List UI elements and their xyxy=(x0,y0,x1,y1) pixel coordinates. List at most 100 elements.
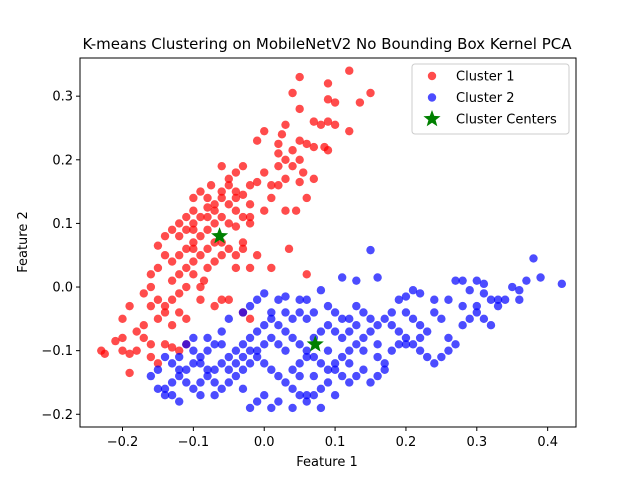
cluster-1-point xyxy=(182,212,191,222)
cluster-1-point xyxy=(196,212,205,222)
cluster-2-point xyxy=(423,352,432,362)
cluster-2-point xyxy=(167,390,177,400)
cluster-2-point xyxy=(373,273,382,282)
cluster-1-point xyxy=(196,187,205,196)
cluster-1-point xyxy=(189,219,198,228)
cluster-1-point xyxy=(302,193,311,203)
y-axis-ticks: −0.2 −0.1 0.0 0.1 0.2 0.3 xyxy=(41,90,80,423)
y-tick-label: 0.3 xyxy=(52,90,73,105)
cluster-1-point xyxy=(323,117,333,126)
cluster-2-point xyxy=(423,327,432,336)
cluster-1-point xyxy=(189,238,198,247)
cluster-1-point xyxy=(260,206,269,215)
cluster-2-point xyxy=(316,286,326,295)
cluster-2-point xyxy=(366,378,375,387)
cluster-1-point xyxy=(245,219,255,228)
cluster-1-point xyxy=(167,276,177,285)
cluster-2-point xyxy=(252,352,262,362)
y-tick-label: 0.0 xyxy=(52,281,73,296)
cluster-1-point xyxy=(309,117,319,126)
cluster-1-point xyxy=(299,168,308,177)
cluster-2-point xyxy=(281,308,290,317)
cluster-2-point xyxy=(415,289,425,298)
cluster-2-point xyxy=(210,340,219,349)
cluster-2-point xyxy=(309,352,319,362)
x-axis-ticks: −0.2 −0.1 0.0 0.1 0.2 0.3 0.4 xyxy=(107,427,558,450)
cluster-1-point xyxy=(118,314,127,324)
cluster-2-point xyxy=(380,314,389,324)
cluster-2-point xyxy=(167,378,177,387)
cluster-1-point xyxy=(139,321,148,330)
cluster-2-point xyxy=(189,359,198,368)
cluster-1-point xyxy=(210,206,219,215)
cluster-1-point xyxy=(175,289,184,298)
cluster-1-point xyxy=(267,181,276,190)
cluster-1-point xyxy=(284,244,294,254)
cluster-1-point xyxy=(231,168,241,177)
y-tick-label: −0.1 xyxy=(41,344,73,359)
cluster-2-point xyxy=(196,378,205,387)
cluster-2-point xyxy=(323,346,333,355)
cluster-2-point xyxy=(309,308,319,317)
cluster-2-point xyxy=(472,301,481,311)
cluster-2-point xyxy=(302,397,311,406)
cluster-2-point xyxy=(515,295,524,304)
cluster-1-point xyxy=(189,244,198,254)
cluster-1-point xyxy=(182,314,191,324)
cluster-2-point xyxy=(316,359,326,368)
cluster-2-point xyxy=(245,301,255,311)
cluster-1-point xyxy=(295,155,304,164)
cluster-2-point xyxy=(196,359,205,368)
cluster-1-point xyxy=(146,270,156,279)
cluster-2-point xyxy=(210,390,219,400)
cluster-2-point xyxy=(337,352,347,362)
cluster-2-point xyxy=(380,359,389,368)
cluster-1-point xyxy=(210,301,219,311)
cluster-2-point xyxy=(245,359,255,368)
legend-label: Cluster 1 xyxy=(456,70,515,85)
cluster-2-point xyxy=(217,340,226,349)
cluster-2-point xyxy=(515,286,524,295)
legend-label: Cluster 2 xyxy=(456,91,515,106)
cluster-2-point xyxy=(352,371,361,381)
cluster-2-point xyxy=(430,295,439,304)
cluster-2-point xyxy=(189,384,198,394)
cluster-2-point xyxy=(281,346,290,355)
cluster-2-point xyxy=(295,390,304,400)
cluster-2-point xyxy=(274,371,283,381)
cluster-1-point xyxy=(160,231,170,241)
y-tick-label: 0.2 xyxy=(52,153,73,168)
cluster-1-point xyxy=(245,200,255,209)
cluster-1-point xyxy=(238,190,248,199)
cluster-2-point xyxy=(175,365,184,374)
cluster-2-point xyxy=(323,321,333,330)
cluster-2-point xyxy=(302,346,311,355)
cluster-2-point xyxy=(493,301,503,311)
cluster-1-point xyxy=(189,270,198,279)
cluster-2-point xyxy=(217,384,226,394)
cluster-2-point xyxy=(380,365,389,374)
cluster-1-point xyxy=(160,308,170,317)
cluster-1-point xyxy=(175,308,184,317)
cluster-2-point xyxy=(260,321,269,330)
cluster-2-point xyxy=(345,378,354,387)
cluster-1-point xyxy=(245,212,255,222)
cluster-2-point xyxy=(267,308,276,317)
cluster-1-point xyxy=(224,174,233,184)
cluster-2-point xyxy=(352,301,361,311)
cluster-2-point xyxy=(508,282,517,292)
cluster-2-point xyxy=(394,340,404,349)
cluster-2-point xyxy=(210,365,219,374)
cluster-2-point xyxy=(160,390,170,400)
cluster-1-point xyxy=(196,295,205,304)
cluster-2-point xyxy=(175,352,184,362)
cluster-1-point xyxy=(153,295,163,304)
cluster-2-point xyxy=(394,295,404,304)
cluster-2-point xyxy=(330,308,340,317)
cluster-2-point xyxy=(302,352,311,362)
legend-circle-marker xyxy=(427,71,437,81)
cluster-1-point xyxy=(160,340,170,349)
cluster-2-point xyxy=(316,403,326,413)
cluster-1-point xyxy=(245,314,255,324)
cluster-2-point xyxy=(203,371,212,381)
